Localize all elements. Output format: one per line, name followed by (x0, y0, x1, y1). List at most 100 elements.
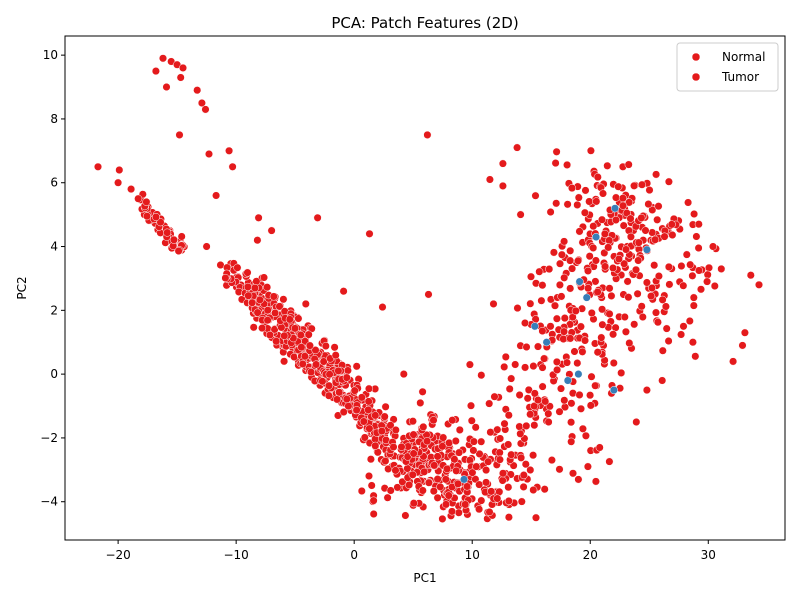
tumor-point (648, 228, 657, 237)
normal-point (250, 283, 259, 293)
normal-point (546, 322, 555, 331)
y-tick-label: 4 (50, 240, 58, 254)
normal-point (530, 402, 539, 411)
normal-point (243, 282, 252, 291)
normal-point (504, 411, 513, 420)
tumor-point (597, 333, 606, 342)
tumor-point (552, 199, 561, 208)
normal-point (511, 360, 520, 369)
normal-point (433, 493, 442, 502)
tumor-point (641, 226, 650, 235)
tumor-point (688, 338, 697, 347)
normal-point (357, 393, 366, 402)
normal-point (498, 159, 507, 168)
normal-point (371, 411, 380, 420)
normal-point (496, 434, 505, 443)
normal-point (93, 162, 103, 171)
y-axis-label: PC2 (15, 276, 29, 299)
normal-point (477, 437, 486, 446)
normal-point (201, 105, 210, 114)
normal-point (475, 449, 484, 458)
normal-point (587, 372, 596, 381)
normal-point (555, 465, 564, 474)
tumor-point (593, 173, 602, 182)
normal-point (567, 418, 576, 427)
normal-point (360, 433, 369, 442)
normal-point (538, 326, 547, 336)
normal-point (267, 226, 276, 235)
tumor-point (559, 327, 569, 336)
tumor-point (576, 404, 586, 413)
normal-point (409, 430, 418, 439)
tumor-point (624, 160, 633, 169)
normal-point (243, 268, 252, 277)
tumor-point (694, 243, 703, 253)
normal-point (420, 467, 429, 476)
normal-point (151, 67, 160, 76)
normal-point (225, 146, 234, 155)
tumor-point (717, 264, 726, 273)
normal-point (513, 304, 522, 313)
tumor-point (654, 202, 663, 211)
tumor-point (694, 220, 703, 229)
normal-point (578, 424, 587, 433)
normal-point (516, 429, 525, 438)
normal-point (324, 381, 334, 390)
normal-point (357, 486, 366, 496)
normal-point (366, 455, 375, 464)
tumor-point (563, 160, 572, 169)
tumor-point (620, 259, 629, 268)
tumor-point (555, 280, 564, 289)
normal-point (263, 316, 272, 325)
tumor-point (618, 194, 627, 203)
normal-point (486, 428, 495, 437)
tumor-point (631, 265, 641, 274)
tumor-point (566, 256, 575, 265)
normal-point (439, 433, 448, 442)
normal-point (515, 422, 524, 431)
x-tick-label: −10 (223, 548, 248, 562)
tumor-point (653, 318, 662, 327)
normal-point (441, 500, 451, 509)
tumor-point (645, 186, 654, 195)
normal-point (290, 352, 299, 362)
tumor-point (619, 221, 628, 230)
tumor-point (630, 320, 639, 329)
normal-point (279, 295, 288, 304)
normal-point (468, 468, 477, 477)
normal-point (253, 236, 262, 245)
tumor-point (642, 386, 651, 395)
tumor-point (611, 215, 620, 225)
normal-point (277, 323, 286, 332)
normal-point (505, 384, 514, 393)
tumor-point (526, 272, 536, 281)
y-tick-label: 2 (50, 303, 58, 317)
tumor-point (694, 266, 704, 275)
normal-point (472, 462, 481, 471)
normal-point (441, 475, 450, 484)
tumor-point (665, 280, 674, 289)
tumor-point (583, 266, 593, 275)
tumor-point (589, 243, 598, 252)
normal-point (335, 388, 344, 397)
normal-point (342, 373, 351, 382)
normal-point (272, 337, 281, 346)
normal-point (568, 389, 577, 398)
tumor-point (562, 358, 572, 367)
tumor-point (677, 261, 686, 271)
y-tick-label: 10 (43, 48, 58, 62)
tumor-point (580, 208, 589, 217)
legend-marker-normal (691, 52, 701, 62)
tumor-point (535, 267, 544, 276)
normal-point (485, 399, 494, 408)
tumor-point (658, 346, 667, 355)
normal-point (452, 466, 461, 475)
tumor-point (522, 342, 531, 352)
normal-point (484, 457, 493, 466)
normal-point (142, 212, 152, 221)
normal-point (467, 416, 476, 425)
normal-point (301, 299, 310, 308)
normal-point (156, 218, 165, 227)
normal-point (419, 422, 428, 431)
normal-point (507, 374, 516, 383)
